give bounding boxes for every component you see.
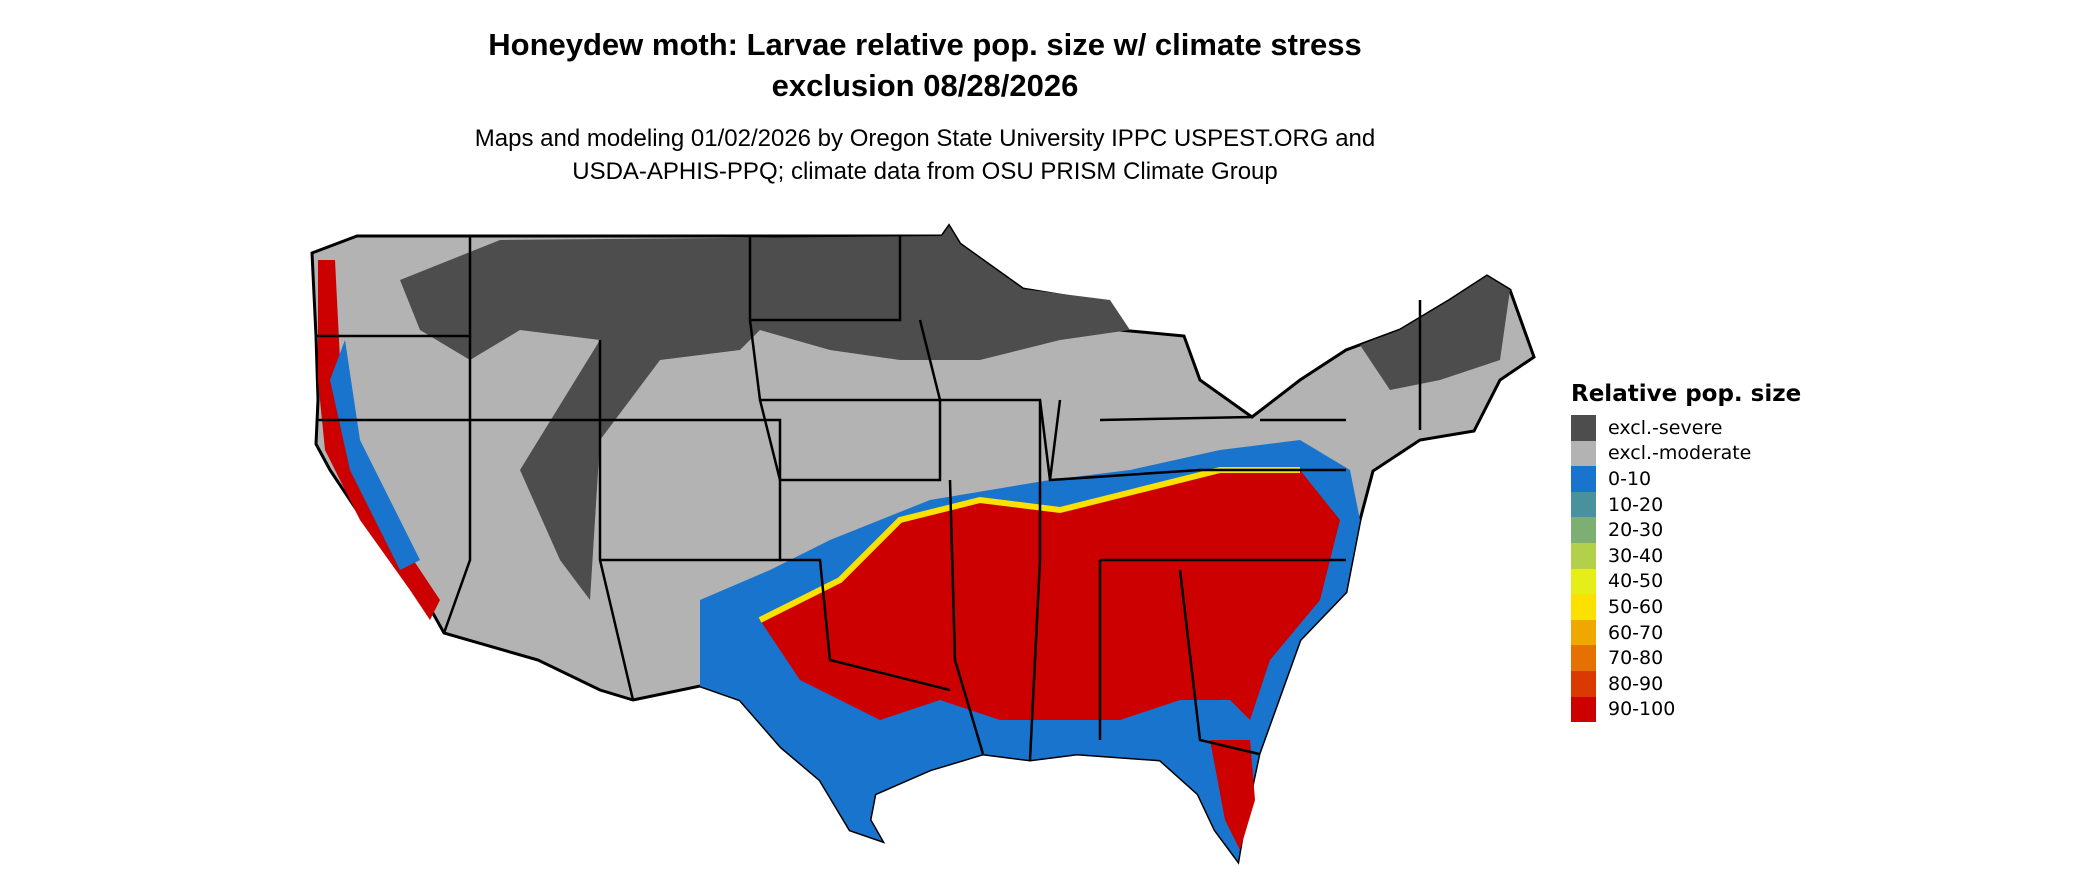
region-90-100-west-coast [318,260,440,620]
legend-label: 20-30 [1608,519,1664,542]
legend-item: 0-10 [1571,466,1801,492]
legend-label: 50-60 [1608,595,1664,618]
legend-swatch [1571,466,1596,492]
legend-swatch [1571,491,1596,518]
legend-label: excl.-moderate [1608,442,1752,465]
region-40-60-fringe [758,467,1300,623]
legend-item: 40-50 [1571,568,1801,595]
legend-item: 80-90 [1571,670,1801,697]
legend-swatch [1571,542,1596,569]
legend: Relative pop. size excl.-severe excl.-mod… [1571,381,1802,723]
legend-label: 30-40 [1608,544,1664,567]
legend-swatch [1571,619,1596,646]
legend-title: Relative pop. size [1571,381,1802,407]
map-title-line1: Honeydew moth: Larvae relative pop. size… [488,27,1362,62]
region-90-100-south [760,470,1340,720]
map-title-line2: exclusion 08/28/2026 [771,68,1079,103]
legend-swatch [1571,645,1596,671]
legend-label: 60-70 [1608,621,1664,644]
region-0-10-california [330,340,420,570]
legend-item: excl.-moderate [1571,440,1801,467]
legend-label: 80-90 [1608,672,1664,695]
legend-label: 90-100 [1608,698,1676,721]
map-subtitle-line1: Maps and modeling 01/02/2026 by Oregon S… [474,125,1376,152]
region-excl-severe-north [400,226,1130,600]
legend-label: 40-50 [1608,570,1664,593]
legend-swatch [1571,594,1596,620]
legend-item: 10-20 [1571,491,1801,518]
legend-item: 20-30 [1571,517,1801,543]
legend-label: excl.-severe [1608,416,1723,439]
legend-item: excl.-severe [1571,415,1801,441]
region-90-100-florida [1210,740,1255,850]
state-boundaries [316,236,1422,761]
legend-label: 10-20 [1608,493,1664,516]
legend-swatch [1571,440,1596,467]
legend-swatch [1571,517,1596,543]
legend-swatch [1571,670,1596,697]
map-subtitle-line2: USDA-APHIS-PPQ; climate data from OSU PR… [572,158,1278,185]
legend-swatch [1571,415,1596,441]
legend-item: 70-80 [1571,645,1801,671]
legend-item: 60-70 [1571,619,1801,646]
legend-swatch [1571,568,1596,595]
legend-item: 50-60 [1571,594,1801,620]
legend-item: 30-40 [1571,542,1801,569]
legend-swatch [1571,696,1596,723]
region-excl-severe-northeast [1360,276,1510,390]
legend-label: 70-80 [1608,647,1664,670]
legend-item: 90-100 [1571,696,1801,723]
legend-label: 0-10 [1608,467,1652,490]
